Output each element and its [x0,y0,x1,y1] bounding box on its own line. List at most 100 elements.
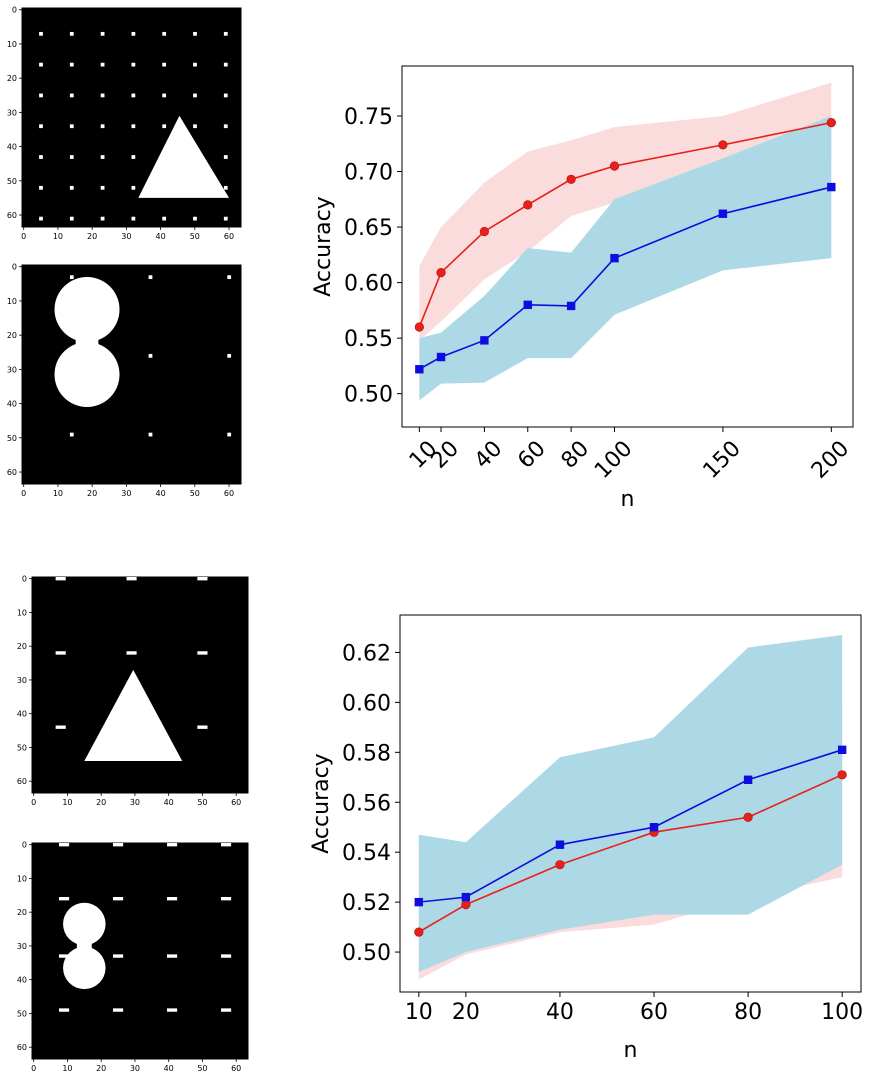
red-data-point [743,812,753,822]
blue-data-point [718,209,728,218]
red-confidence-band [419,82,832,341]
image-x-tick-label: 60 [231,798,241,807]
plot-area [414,82,836,401]
image-y-tick-label: 10 [17,608,27,617]
pattern-dot [148,275,153,280]
pattern-dash [55,651,66,655]
pattern-dot [223,31,228,36]
pattern-dash [59,897,70,901]
image-x-tick-label: 0 [31,1064,36,1073]
y-tick-label: 0.70 [344,161,393,186]
image-x-tick-label: 50 [197,798,207,807]
pattern-dash [113,954,124,958]
image-y-tick-label: 50 [7,177,17,186]
red-data-point [436,268,446,278]
y-tick-label: 0.75 [344,105,393,130]
x-axis-label: n [621,487,635,512]
pattern-dot [39,124,43,129]
blue-data-point [743,775,753,784]
x-tick-label: 40 [470,436,507,473]
pattern-dot [162,31,167,36]
pattern-dash [197,577,208,581]
image-y-tick-label: 0 [22,841,27,850]
x-tick-label: 100 [821,1000,863,1025]
pattern-dash [221,843,232,847]
image-x-tick-label: 0 [21,232,26,241]
image-x-tick-label: 10 [62,1064,72,1073]
image-x-tick-label: 50 [197,1064,207,1073]
image-x-tick-label: 30 [121,489,131,498]
pattern-dot [100,124,105,129]
pattern-dot [69,155,74,159]
blue-data-point [837,745,847,755]
blue-data-point [555,840,565,849]
pattern-dash [197,725,208,729]
x-axis-label: n [624,1038,638,1063]
pattern-dot [131,185,136,190]
blue-series-line [418,749,843,903]
axes-frame [401,65,854,428]
red-data-point [609,161,620,171]
image-x-tick-label: 60 [224,489,234,498]
image-y-tick-label: 0 [22,575,27,584]
x-tick-label: 200 [807,436,854,483]
x-tick-label: 20 [427,436,464,473]
image-y-tick-label: 60 [17,777,27,786]
image-y-tick-label: 10 [7,40,17,49]
pattern-dot [39,185,43,190]
pattern-dash [167,954,178,958]
pattern-dot [223,93,228,98]
pattern-dot [39,216,43,221]
blue-series-line [418,186,832,370]
red-data-point [414,322,424,332]
image-y-tick-label: 10 [7,297,17,306]
red-data-point [718,140,728,150]
pattern-dot [193,216,197,221]
y-tick-label: 0.55 [344,327,393,352]
x-tick-label: 60 [513,436,550,473]
pattern-dot [131,124,136,129]
pattern-dot [148,432,153,437]
y-tick-label: 0.50 [342,941,391,966]
red-data-point [461,900,471,910]
image-panel-3: 0 0 10 10 20 20 30 30 40 40 50 50 60 60 [17,575,249,807]
y-axis-label: Accuracy [311,196,336,296]
pattern-dash [59,954,70,958]
blue-confidence-band [419,115,832,401]
x-tick-label: 60 [640,1000,668,1025]
pattern-dot [148,353,153,358]
pattern-dot [100,185,105,190]
pattern-dash [126,651,137,655]
blob-lower [54,341,120,408]
image-panel-1: 0 0 10 10 20 20 30 30 40 40 50 50 60 60 [7,6,242,241]
pattern-dot [69,124,74,129]
pattern-dot [223,185,228,190]
x-tick-label: 40 [546,1000,574,1025]
pattern-dot [100,31,105,36]
pattern-dot [227,275,232,280]
pattern-dot [193,62,197,67]
red-data-point [555,860,565,870]
triangle-shape [84,669,183,761]
pattern-dot [223,62,228,67]
image-x-tick-label: 50 [190,489,200,498]
pattern-dot [131,155,136,159]
pattern-dash [221,897,232,901]
y-tick-label: 0.56 [342,791,391,816]
pattern-dot [193,31,197,36]
pattern-dot [227,353,232,358]
pattern-dot [227,432,232,437]
image-y-tick-label: 30 [7,365,17,374]
image-y-tick-label: 30 [17,676,27,685]
image-panel-2: 0 0 10 10 20 20 30 30 40 40 50 50 60 60 [7,263,242,498]
image-x-tick-label: 10 [53,232,63,241]
image-y-tick-label: 20 [7,331,17,340]
image-y-tick-label: 40 [17,710,27,719]
red-series-line [418,774,843,933]
pattern-dot [100,93,105,98]
pattern-dash [167,897,178,901]
blue-data-point [610,253,619,263]
image-x-tick-label: 0 [21,489,26,498]
